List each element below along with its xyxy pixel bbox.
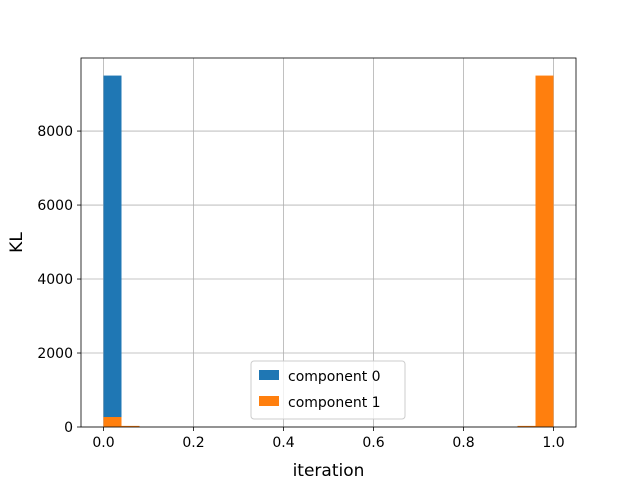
y-tick-label: 8000: [37, 124, 73, 140]
y-axis-label: KL: [7, 232, 27, 253]
y-tick-label: 4000: [37, 272, 73, 288]
x-tick-label: 0.2: [182, 435, 204, 451]
legend-label-component-0: component 0: [288, 369, 381, 385]
y-tick-label: 0: [64, 420, 73, 436]
bar-component-1: [121, 425, 140, 427]
x-tick-label: 0.6: [362, 435, 384, 451]
y-tick-label: 2000: [37, 346, 73, 362]
legend-swatch-component-1: [259, 396, 279, 406]
bar-component-1: [535, 75, 554, 428]
legend: component 0 component 1: [250, 360, 406, 420]
legend-box: [250, 360, 406, 420]
bars: [103, 75, 554, 428]
bar-component-1: [103, 417, 122, 427]
axis-ticks: 0.0 0.2 0.4 0.6 0.8 1.0 0 2000 4000 6000 8000: [37, 124, 564, 451]
y-tick-label: 6000: [37, 198, 73, 214]
bar-component-0: [103, 75, 122, 428]
bar-component-1: [517, 425, 536, 427]
x-tick-label: 0.8: [452, 435, 474, 451]
x-tick-label: 0.0: [92, 435, 114, 451]
legend-label-component-1: component 1: [288, 395, 381, 411]
x-tick-label: 1.0: [542, 435, 564, 451]
legend-swatch-component-0: [259, 370, 279, 380]
x-axis-label: iteration: [293, 461, 365, 480]
plot-frame: [80, 57, 577, 428]
x-tick-label: 0.4: [272, 435, 294, 451]
